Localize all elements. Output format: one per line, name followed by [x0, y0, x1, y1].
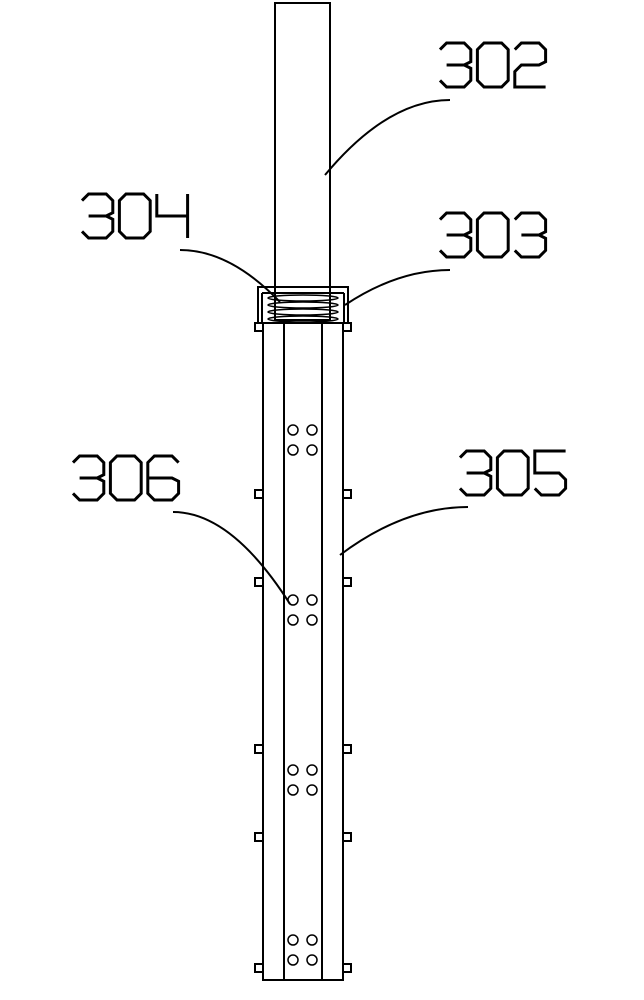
hole-306	[288, 425, 298, 435]
hole-306	[307, 615, 317, 625]
hole-306	[288, 765, 298, 775]
side-tab	[255, 490, 263, 498]
technical-diagram	[0, 0, 644, 1000]
label-302	[477, 43, 508, 87]
label-305	[497, 451, 528, 495]
hole-306	[307, 595, 317, 605]
leader-303	[345, 270, 450, 305]
side-tab	[255, 578, 263, 586]
hole-306	[307, 935, 317, 945]
hole-306	[288, 935, 298, 945]
side-tab	[343, 578, 351, 586]
label-303	[515, 213, 546, 257]
leader-304	[180, 250, 280, 302]
side-tab	[343, 490, 351, 498]
label-303	[440, 213, 471, 257]
leader-302	[325, 100, 450, 175]
spring-304-coil	[268, 302, 338, 308]
side-tab	[343, 833, 351, 841]
label-306	[73, 456, 104, 500]
label-304	[157, 194, 188, 238]
label-302	[440, 43, 471, 87]
hole-306	[307, 785, 317, 795]
hole-306	[288, 615, 298, 625]
side-tab	[343, 964, 351, 972]
label-304	[119, 194, 150, 238]
spring-304-coil	[268, 309, 338, 315]
label-302	[515, 43, 546, 87]
hole-306	[307, 955, 317, 965]
side-tab	[255, 323, 263, 331]
shaft-302	[275, 3, 330, 320]
side-tab	[255, 833, 263, 841]
hole-306	[307, 425, 317, 435]
label-305	[460, 451, 491, 495]
label-306	[148, 456, 179, 500]
label-306	[110, 456, 141, 500]
side-tab	[255, 745, 263, 753]
side-tab	[343, 323, 351, 331]
hole-306	[288, 445, 298, 455]
body-305-outer	[263, 323, 343, 980]
label-304	[82, 194, 113, 238]
hole-306	[288, 955, 298, 965]
label-303	[477, 213, 508, 257]
side-tab	[343, 745, 351, 753]
hole-306	[288, 785, 298, 795]
label-305	[535, 451, 566, 495]
hole-306	[307, 765, 317, 775]
side-tab	[255, 964, 263, 972]
hole-306	[307, 445, 317, 455]
leader-305	[340, 507, 468, 555]
leader-306	[173, 512, 290, 604]
